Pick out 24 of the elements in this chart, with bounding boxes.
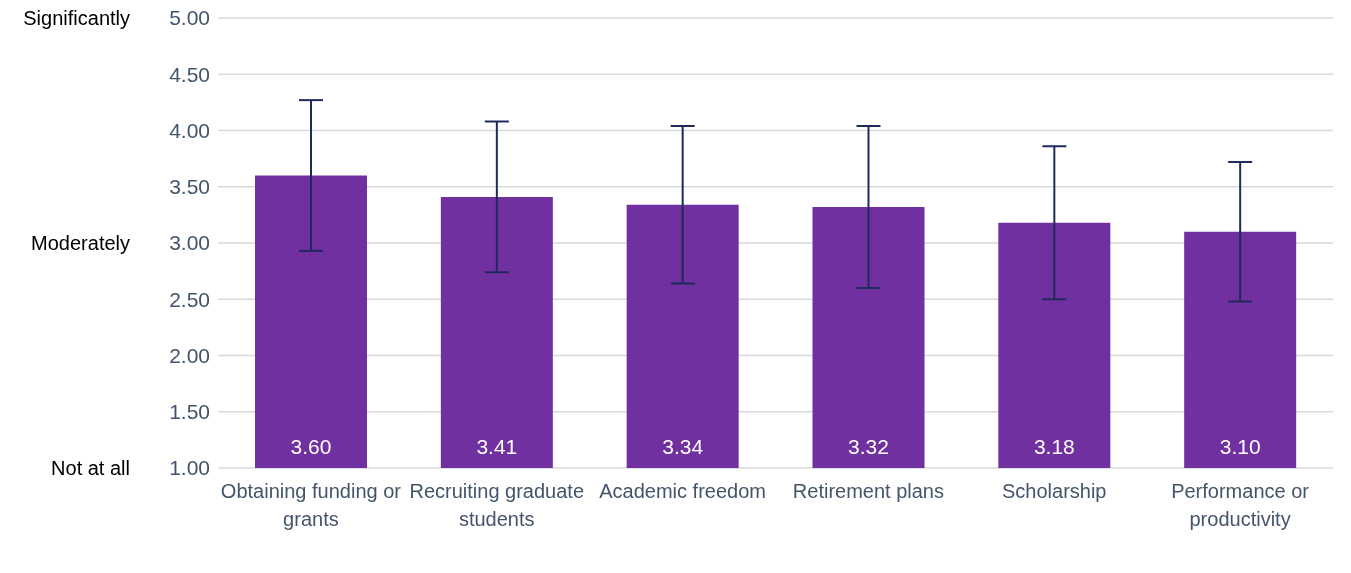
data-label: 3.10 xyxy=(1219,435,1261,458)
text: Significantly xyxy=(23,7,130,29)
y-tick-label: 3.00 xyxy=(169,231,210,255)
y-tick-label: 4.00 xyxy=(169,118,210,142)
data-label: 3.34 xyxy=(662,435,704,458)
y-tick-label: 1.50 xyxy=(169,400,210,424)
data-label: 3.60 xyxy=(290,435,332,458)
y-tick-label: 4.50 xyxy=(169,62,210,86)
x-tick-label: Recruiting graduate students xyxy=(409,480,585,531)
x-tick-label: Academic freedom xyxy=(599,480,766,503)
y-tick-label: 5.00 xyxy=(169,6,210,30)
y-tick-label: 2.00 xyxy=(169,343,210,367)
y-tick-label: 2.50 xyxy=(169,287,210,311)
text: Not at all xyxy=(51,457,130,479)
x-tick-label: Obtaining funding or grants xyxy=(220,480,402,531)
text: Moderately xyxy=(31,232,130,254)
x-tick-label: Scholarship xyxy=(1001,480,1107,503)
x-tick-label: Retirement plans xyxy=(792,480,945,503)
data-label: 3.41 xyxy=(476,435,518,458)
data-label: 3.18 xyxy=(1033,435,1075,458)
data-label: 3.32 xyxy=(848,435,889,458)
y-tick-label: 1.00 xyxy=(169,456,210,480)
x-tick-label: Performance or productivity xyxy=(1171,480,1310,531)
y-tick-label: 3.50 xyxy=(169,175,210,199)
